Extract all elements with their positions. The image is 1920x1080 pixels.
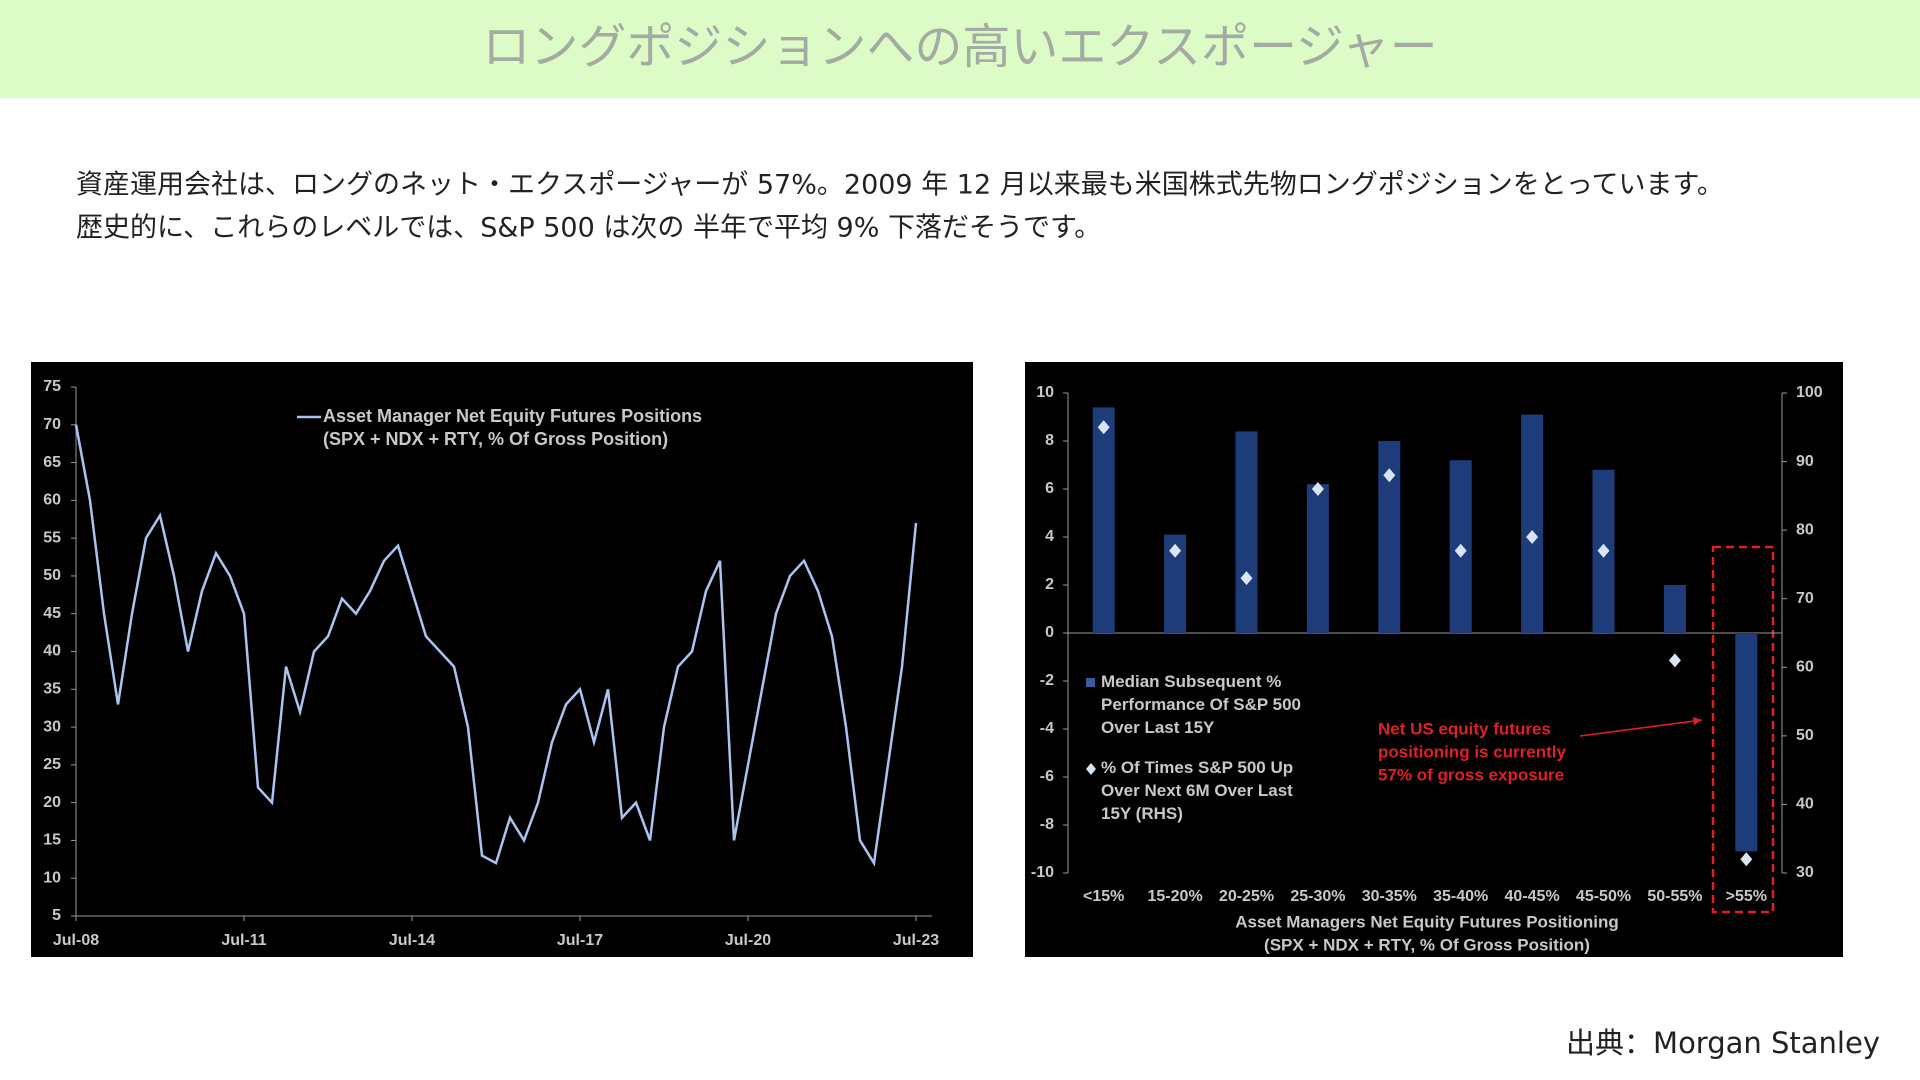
body-text: 資産運用会社は、ロングのネット・エクスポージャーが 57%。2009 年 12 …: [76, 170, 1724, 201]
legend-label: Median Subsequent % Performance Of S&P 50…: [1101, 672, 1301, 737]
y-tick-label: -6: [1040, 768, 1054, 785]
diamond-marker: [1240, 571, 1253, 586]
x-tick-label: 25-30%: [1290, 888, 1345, 905]
diamond-marker: [1169, 543, 1182, 558]
bar: [1663, 585, 1686, 633]
header-band: [0, 0, 1920, 98]
x-axis-label: Asset Managers Net Equity Futures Positi…: [1235, 912, 1619, 931]
legend-swatch: [1086, 763, 1096, 775]
annotation: 57% of gross exposure: [1378, 765, 1564, 784]
y2-tick-label: 40: [1796, 796, 1814, 813]
x-tick-label: Jul-17: [557, 932, 603, 949]
chart-panel: [31, 362, 973, 957]
y-tick-label: 35: [43, 681, 61, 698]
y-tick-label: 6: [1045, 480, 1054, 497]
y-tick-label: 5: [52, 907, 61, 924]
y-tick-label: -2: [1040, 672, 1054, 689]
legend-label: Asset Manager Net Equity Futures Positio…: [323, 406, 702, 426]
annotation: Net US equity futures: [1378, 719, 1551, 738]
y-tick-label: 25: [43, 756, 61, 773]
y-tick-label: 10: [1036, 384, 1054, 401]
annotation-arrow: [1579, 719, 1703, 737]
y2-tick-label: 50: [1796, 727, 1814, 744]
x-tick-label: 35-40%: [1433, 888, 1488, 905]
x-tick-label: 30-35%: [1362, 888, 1417, 905]
x-tick-label: Jul-23: [893, 932, 939, 949]
diamond-marker: [1740, 852, 1753, 867]
y-tick-label: 10: [43, 869, 61, 886]
y-tick-label: 2: [1045, 576, 1054, 593]
arrow-head: [1693, 717, 1702, 725]
x-tick-label: 45-50%: [1576, 888, 1631, 905]
y-tick-label: 30: [43, 718, 61, 735]
y-tick-label: 15: [43, 832, 61, 849]
diamond-marker: [1668, 653, 1681, 668]
annotation: positioning is currently: [1378, 742, 1567, 761]
diamond-marker: [1454, 543, 1467, 558]
bar: [1378, 441, 1401, 633]
slide-title: ロングポジションへの高いエクスポージャー: [482, 19, 1437, 75]
y-tick-label: 75: [43, 378, 61, 395]
legend-note: (SPX + NDX + RTY, % Of Gross Position): [323, 429, 668, 449]
y2-tick-label: 70: [1796, 590, 1814, 607]
y-tick-label: 0: [1045, 624, 1054, 641]
bar: [1235, 431, 1258, 633]
bar: [1521, 414, 1544, 633]
y-tick-label: 45: [43, 605, 61, 622]
diamond-marker: [1383, 468, 1396, 483]
bar: [1735, 633, 1758, 852]
y-tick-label: -8: [1040, 816, 1054, 833]
y-tick-label: 40: [43, 643, 61, 660]
x-tick-label: Jul-08: [53, 932, 99, 949]
diamond-marker: [1097, 420, 1110, 435]
x-tick-label: Jul-14: [389, 932, 435, 949]
legend-swatch: [1086, 678, 1095, 687]
legend-label: % Of Times S&P 500 Up Over Next 6M Over L…: [1101, 758, 1293, 823]
chart-panel: [1025, 362, 1843, 957]
source: 出典：Morgan Stanley: [1566, 1026, 1880, 1060]
y-tick-label: 65: [43, 454, 61, 471]
diamond-marker: [1597, 543, 1610, 558]
y-tick-label: 20: [43, 794, 61, 811]
y-tick-label: 60: [43, 492, 61, 509]
y-tick-label: 50: [43, 567, 61, 584]
y2-tick-label: 60: [1796, 659, 1814, 676]
y2-tick-label: 80: [1796, 521, 1814, 538]
y2-tick-label: 30: [1796, 864, 1814, 881]
highlight-box: [1711, 545, 1775, 914]
y-tick-label: 55: [43, 529, 61, 546]
body-text: 歴史的に、これらのレベルでは、S&P 500 は次の 半年で平均 9% 下落だそ…: [76, 213, 1101, 244]
x-tick-label: Jul-20: [725, 932, 771, 949]
x-tick-label: Jul-11: [221, 932, 266, 949]
bar: [1164, 534, 1187, 633]
x-tick-label: <15%: [1083, 888, 1124, 905]
x-axis-label: (SPX + NDX + RTY, % Of Gross Position): [1264, 935, 1590, 954]
y2-tick-label: 100: [1796, 384, 1823, 401]
x-tick-label: >55%: [1726, 888, 1767, 905]
x-tick-label: 40-45%: [1505, 888, 1560, 905]
diamond-marker: [1526, 530, 1539, 544]
x-tick-label: 50-55%: [1647, 888, 1702, 905]
diamond-marker: [1311, 482, 1324, 496]
y-tick-label: -10: [1031, 864, 1054, 881]
bar: [1092, 407, 1115, 633]
x-tick-label: 15-20%: [1148, 888, 1203, 905]
y-tick-label: -4: [1040, 720, 1054, 737]
y-tick-label: 70: [43, 416, 61, 433]
y2-tick-label: 90: [1796, 453, 1814, 470]
bar: [1306, 484, 1329, 633]
line-series: [74, 424, 918, 867]
x-tick-label: 20-25%: [1219, 888, 1274, 905]
y-tick-label: 4: [1045, 528, 1054, 545]
y-tick-label: 8: [1045, 432, 1054, 449]
